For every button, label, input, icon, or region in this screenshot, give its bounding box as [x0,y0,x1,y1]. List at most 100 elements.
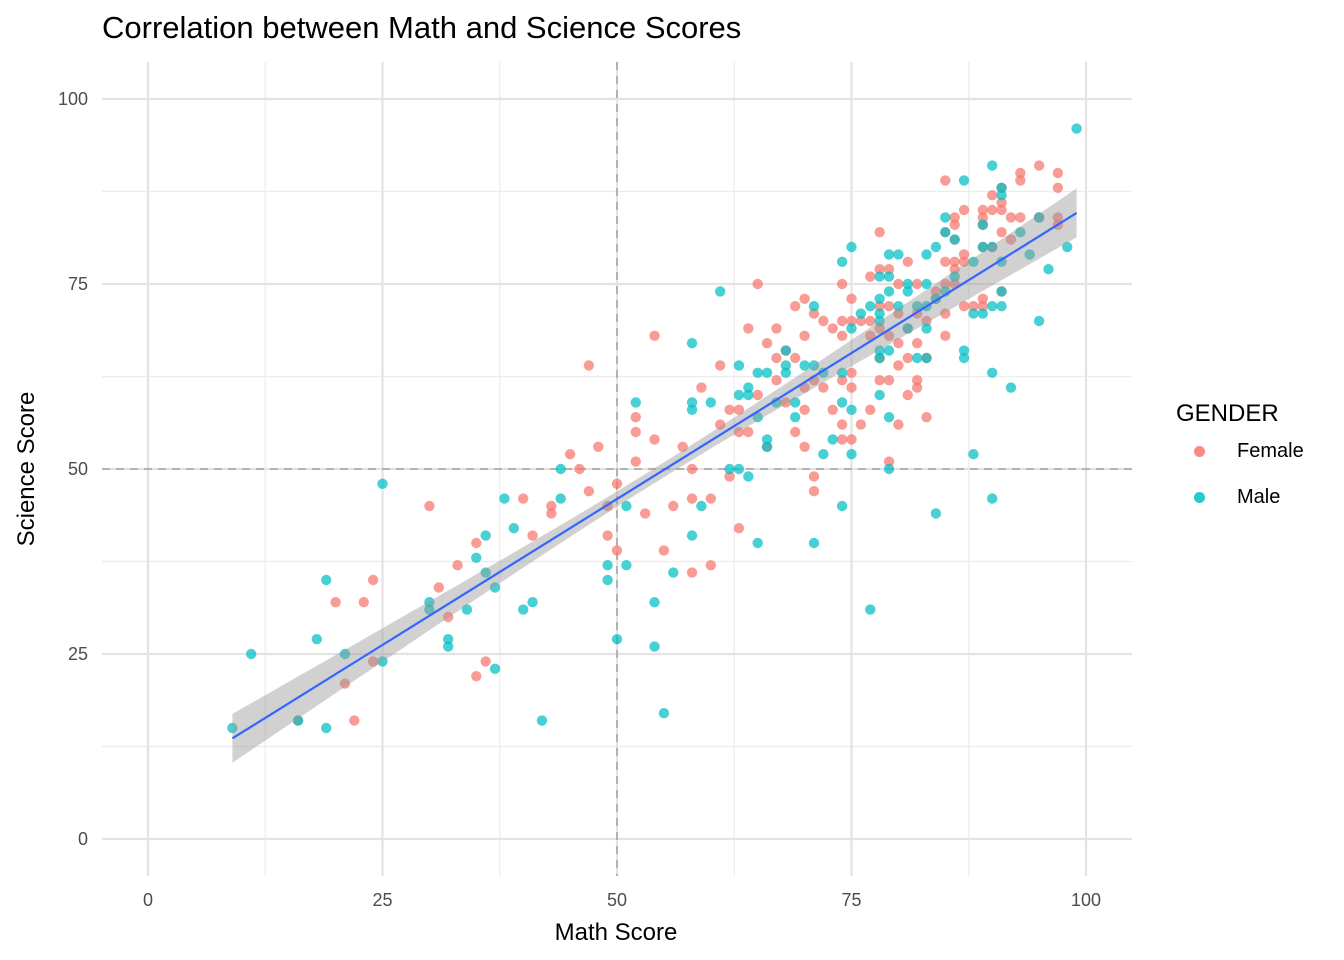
data-point-male [874,315,885,327]
data-point-male [930,508,942,519]
data-point-male [508,523,520,534]
data-point-male [790,412,801,423]
data-point-female [977,301,989,312]
data-point-male [442,641,454,652]
data-point-male [987,367,998,378]
data-point-male [480,530,491,541]
data-point-male [930,241,942,253]
data-point-female [958,301,970,312]
data-point-male [1033,212,1045,223]
data-point-female [1015,175,1026,186]
data-point-female [836,330,848,341]
data-point-male [780,360,792,371]
data-point-male [424,597,435,608]
data-point-male [883,463,895,475]
data-point-male [883,286,895,297]
data-point-male [987,160,998,171]
data-point-male [883,345,895,356]
data-point-female [996,197,1007,208]
data-point-female [790,426,801,438]
data-point-female [686,567,698,578]
data-point-female [958,204,970,216]
data-point-female [846,382,857,393]
data-point-male [808,301,820,312]
x-tick-label: 25 [372,890,392,910]
data-point-female [893,338,904,349]
data-point-male [808,537,820,549]
data-point-male [245,648,257,660]
data-point-male [499,493,510,504]
data-point-female [846,293,857,304]
data-point-female [724,404,735,415]
data-point-male [489,663,501,674]
data-point-male [921,249,932,260]
data-point-male [649,641,660,652]
data-point-male [686,530,698,541]
data-point-male [780,345,792,356]
data-point-female [836,315,848,327]
data-point-female [902,256,913,267]
data-point-male [377,656,388,667]
data-point-female [911,375,923,386]
data-point-male [968,449,979,460]
legend: GENDER Female Male [1176,400,1304,520]
data-point-female [902,352,913,364]
data-point-male [808,360,820,371]
data-point-female [452,560,463,571]
data-point-female [1052,212,1064,223]
data-point-female [883,456,895,467]
data-point-female [893,278,904,290]
data-point-female [893,419,904,430]
data-point-female [874,301,885,312]
data-point-female [790,352,801,364]
data-point-female [752,278,763,290]
data-point-female [367,656,379,667]
data-point-female [977,204,989,216]
data-point-female [705,493,716,504]
data-point-female [921,315,932,327]
data-point-male [518,604,529,615]
data-point-female [949,212,960,223]
data-point-female [874,264,885,275]
x-tick-label: 50 [607,890,627,910]
data-point-male [996,286,1007,297]
data-point-male [893,301,904,312]
data-point-male [743,382,754,393]
trend-line [231,212,1078,740]
data-point-female [836,419,848,430]
data-point-male [874,308,885,319]
data-point-female [696,382,707,393]
data-point-female [433,582,444,593]
data-point-female [893,308,904,319]
data-point-female [686,493,698,504]
data-point-male [602,560,613,571]
data-point-male [527,597,538,608]
data-point-female [583,486,595,497]
data-point-female [836,434,848,445]
data-point-female [518,493,529,504]
data-point-male [1005,382,1017,393]
data-point-female [602,530,613,541]
data-point-male [921,352,932,364]
data-point-female [799,293,810,304]
data-point-male [827,434,838,445]
data-point-female [771,323,782,334]
data-point-female [593,441,604,452]
data-point-female [846,315,857,327]
data-point-female [836,375,848,386]
data-point-male [536,715,548,726]
data-point-male [630,397,641,408]
data-point-male [940,212,951,223]
data-point-male [883,412,895,423]
data-point-male [883,249,895,260]
data-point-female [836,278,848,290]
data-point-female [921,412,932,423]
data-point-male [846,241,857,253]
data-point-male [893,249,904,260]
data-point-female [583,360,595,371]
data-point-female [977,212,989,223]
y-tick-labels: 0 25 50 75 100 [58,89,88,849]
data-point-male [958,352,970,364]
data-point-female [818,315,829,327]
data-point-female [996,227,1007,238]
